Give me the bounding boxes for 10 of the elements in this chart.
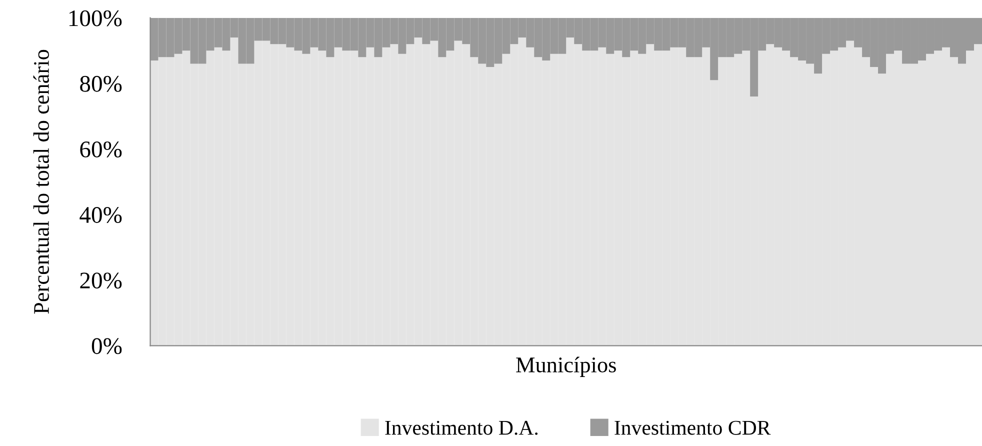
- y-tick-label: 40%: [80, 207, 122, 224]
- y-tick-label: 100%: [69, 10, 122, 26]
- y-tick-label: 0%: [92, 338, 122, 354]
- y-tick-label: 20%: [80, 272, 122, 289]
- legend-label: Investimento CDR: [614, 420, 771, 435]
- y-tick-label: 80%: [80, 76, 122, 92]
- y-tick-label: 60%: [80, 141, 122, 158]
- y-axis-title: Percentual do total do cenário: [33, 50, 49, 314]
- legend-label: Investimento D.A.: [385, 420, 538, 435]
- x-axis-title: Municípios: [516, 356, 616, 377]
